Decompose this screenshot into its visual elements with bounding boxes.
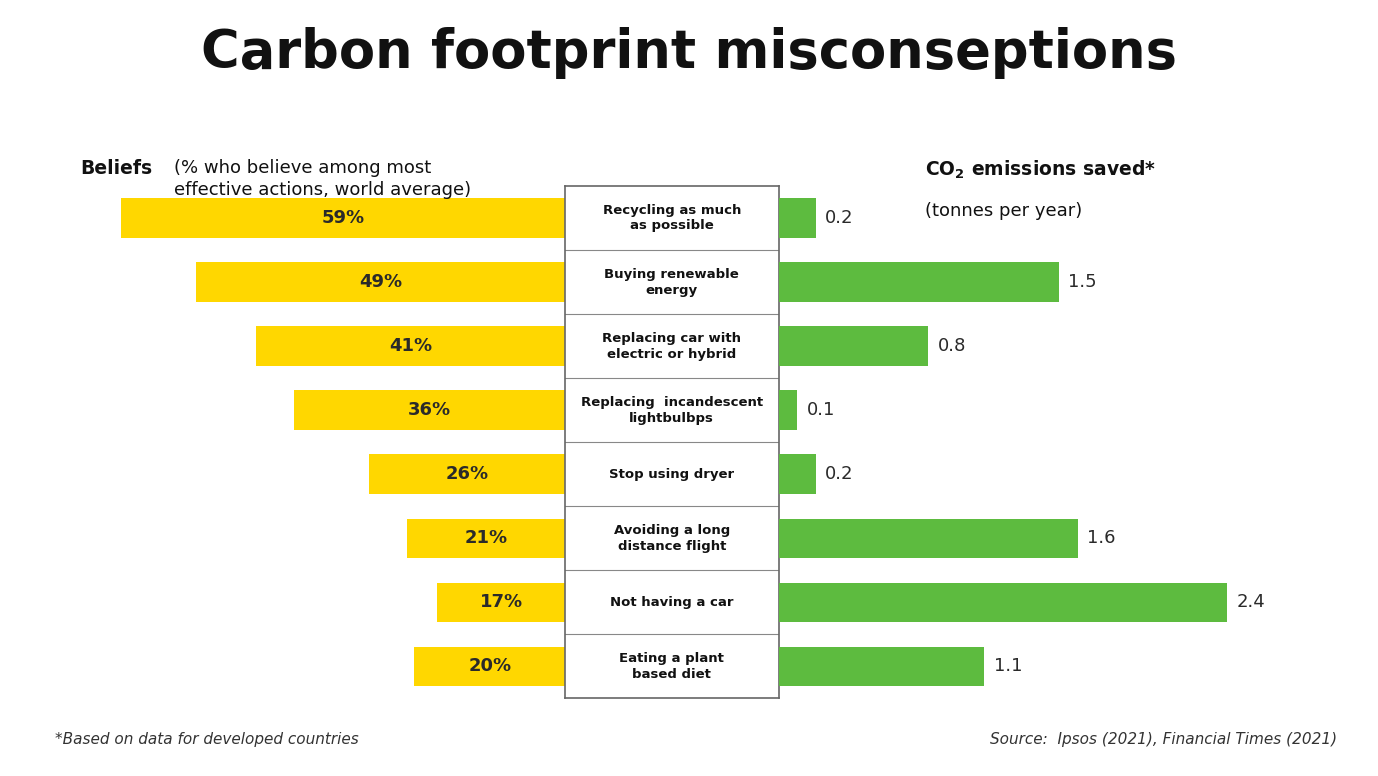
Bar <box>779 327 929 366</box>
Text: 20%: 20% <box>469 657 511 675</box>
Bar <box>779 262 1060 302</box>
Text: (% who believe among most
effective actions, world average): (% who believe among most effective acti… <box>174 159 471 199</box>
Bar <box>437 583 565 622</box>
Text: Avoiding a long
distance flight: Avoiding a long distance flight <box>613 524 730 553</box>
Text: Replacing  incandescent
lightbulbps: Replacing incandescent lightbulbps <box>580 396 763 424</box>
Bar <box>369 455 565 494</box>
Text: 59%: 59% <box>321 210 365 227</box>
Bar <box>407 518 565 558</box>
Bar <box>779 455 816 494</box>
Text: Beliefs: Beliefs <box>80 159 152 178</box>
Text: Replacing car with
electric or hybrid: Replacing car with electric or hybrid <box>602 332 741 361</box>
Text: (tonnes per year): (tonnes per year) <box>925 202 1083 220</box>
Bar <box>779 583 1228 622</box>
Text: 1.5: 1.5 <box>1068 273 1097 291</box>
Bar <box>779 199 816 238</box>
Text: 41%: 41% <box>389 338 433 355</box>
Text: 1.6: 1.6 <box>1087 529 1116 547</box>
Text: Stop using dryer: Stop using dryer <box>609 468 734 481</box>
Text: 49%: 49% <box>360 273 402 291</box>
Text: 17%: 17% <box>480 594 522 611</box>
Bar <box>121 199 565 238</box>
Text: Carbon footprint misconseptions: Carbon footprint misconseptions <box>201 27 1177 79</box>
Text: 21%: 21% <box>464 529 507 547</box>
Text: Eating a plant
based diet: Eating a plant based diet <box>619 652 725 681</box>
Bar <box>415 646 565 686</box>
Text: Recycling as much
as possible: Recycling as much as possible <box>602 204 741 233</box>
Bar <box>779 518 1078 558</box>
Text: 0.2: 0.2 <box>825 466 854 483</box>
Text: 2.4: 2.4 <box>1237 594 1265 611</box>
Text: 0.8: 0.8 <box>937 338 966 355</box>
Text: Not having a car: Not having a car <box>610 596 733 609</box>
Bar <box>196 262 565 302</box>
Text: 0.2: 0.2 <box>825 210 854 227</box>
Text: $\mathbf{CO_2}$ emissions saved*: $\mathbf{CO_2}$ emissions saved* <box>925 159 1156 182</box>
Text: 0.1: 0.1 <box>806 401 835 419</box>
Bar <box>294 390 565 430</box>
Text: 1.1: 1.1 <box>994 657 1022 675</box>
Text: 26%: 26% <box>445 466 489 483</box>
Bar <box>256 327 565 366</box>
Text: 36%: 36% <box>408 401 451 419</box>
Text: *Based on data for developed countries: *Based on data for developed countries <box>55 732 358 747</box>
Text: Source:  Ipsos (2021), Financial Times (2021): Source: Ipsos (2021), Financial Times (2… <box>989 732 1337 747</box>
Text: Buying renewable
energy: Buying renewable energy <box>605 268 739 296</box>
Bar <box>779 646 984 686</box>
Bar <box>779 390 798 430</box>
